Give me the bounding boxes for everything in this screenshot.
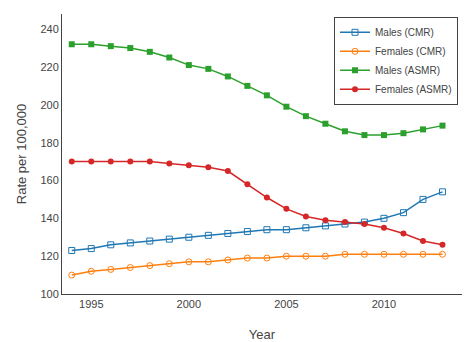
svg-text:200: 200 xyxy=(40,99,58,111)
svg-text:140: 140 xyxy=(40,212,58,224)
svg-text:Year: Year xyxy=(249,327,276,342)
svg-text:180: 180 xyxy=(40,137,58,149)
svg-text:160: 160 xyxy=(40,174,58,186)
svg-text:2010: 2010 xyxy=(372,298,396,310)
svg-text:Males (CMR): Males (CMR) xyxy=(375,27,434,38)
svg-text:Females (ASMR): Females (ASMR) xyxy=(375,84,452,95)
svg-text:100: 100 xyxy=(40,288,58,300)
svg-text:1995: 1995 xyxy=(79,298,103,310)
svg-text:240: 240 xyxy=(40,23,58,35)
svg-text:2000: 2000 xyxy=(177,298,201,310)
svg-text:Males (ASMR): Males (ASMR) xyxy=(375,65,440,76)
svg-text:220: 220 xyxy=(40,61,58,73)
svg-text:120: 120 xyxy=(40,250,58,262)
svg-text:2005: 2005 xyxy=(274,298,298,310)
svg-text:Females (CMR): Females (CMR) xyxy=(375,46,446,57)
svg-text:Rate per 100,000: Rate per 100,000 xyxy=(14,104,29,204)
